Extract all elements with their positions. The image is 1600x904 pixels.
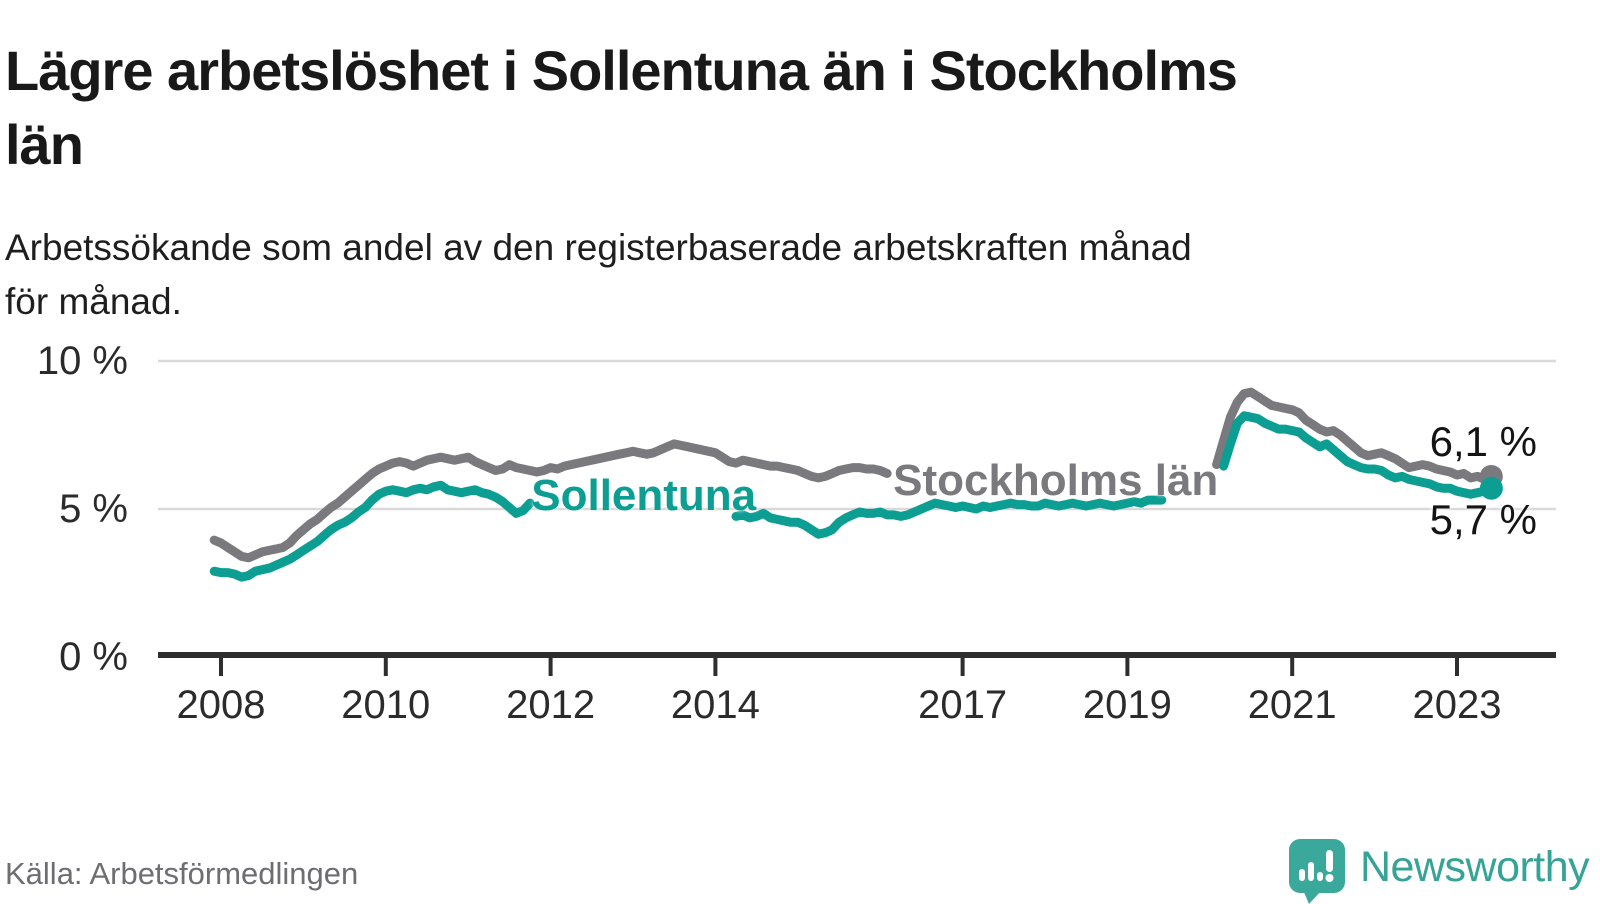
source-note: Källa: Arbetsförmedlingen bbox=[5, 856, 359, 891]
x-axis-label-2023: 2023 bbox=[1412, 683, 1502, 727]
chart-subtitle: Arbetssökande som andel av den registerb… bbox=[5, 221, 1565, 329]
x-axis-label-2012: 2012 bbox=[506, 683, 596, 727]
logo-bar-short-icon bbox=[1317, 872, 1323, 881]
y-axis-label-0pct: 0 % bbox=[59, 635, 128, 679]
chart-subtitle-line2: för månad. bbox=[5, 281, 182, 322]
series-label-sollentuna: Sollentuna bbox=[531, 470, 757, 520]
x-axis-label-2019: 2019 bbox=[1082, 683, 1172, 727]
chart-title-line1: Lägre arbetslöshet i Sollentuna än i Sto… bbox=[5, 38, 1238, 102]
chart-subtitle-line1: Arbetssökande som andel av den registerb… bbox=[5, 227, 1192, 268]
end-value-label-sollentuna: 5,7 % bbox=[1429, 496, 1537, 544]
logo-bar-small-icon bbox=[1299, 869, 1305, 881]
newsworthy-logo-text: Newsworthy bbox=[1360, 843, 1590, 891]
series-line-sollentuna-segment-2 bbox=[731, 495, 1167, 539]
x-axis-label-2008: 2008 bbox=[176, 683, 266, 727]
logo-bar-tall-icon bbox=[1308, 862, 1314, 881]
series-end-dot-sollentuna bbox=[1479, 476, 1503, 500]
newsworthy-logo: Newsworthy bbox=[1288, 838, 1590, 904]
chart-title-line2: län bbox=[5, 112, 84, 176]
series-line-stockholms-l-n-segment-2 bbox=[1212, 387, 1496, 484]
x-axis-label-2021: 2021 bbox=[1247, 683, 1337, 727]
end-value-label-stockholms-l-n: 6,1 % bbox=[1429, 418, 1537, 466]
logo-exclamation-dot-icon bbox=[1325, 874, 1334, 882]
x-axis-label-2014: 2014 bbox=[670, 683, 760, 727]
series-line-sollentuna-segment-1 bbox=[209, 480, 535, 582]
chart-title: Lägre arbetslöshet i Sollentuna än i Sto… bbox=[5, 34, 1525, 182]
series-line-sollentuna-segment-3 bbox=[1219, 411, 1496, 499]
logo-exclamation-bar-icon bbox=[1326, 850, 1333, 872]
y-axis-label-10pct: 10 % bbox=[36, 339, 128, 383]
x-axis-label-2017: 2017 bbox=[918, 683, 1008, 727]
newsworthy-logo-icon bbox=[1289, 839, 1345, 904]
series-line-stockholms-l-n-segment-1 bbox=[209, 439, 892, 563]
y-axis-label-5pct: 5 % bbox=[59, 487, 128, 531]
series-label-stockholms-l-n: Stockholms län bbox=[893, 455, 1219, 505]
x-axis-label-2010: 2010 bbox=[341, 683, 431, 727]
